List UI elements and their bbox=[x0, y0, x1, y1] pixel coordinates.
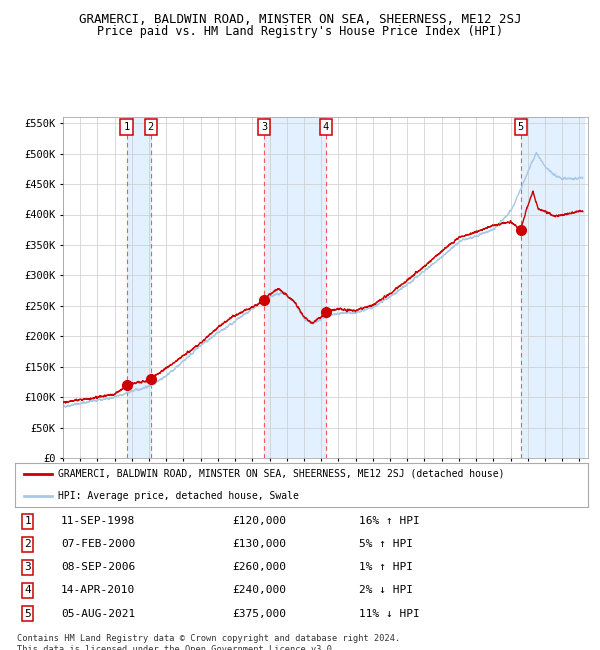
Text: £375,000: £375,000 bbox=[233, 608, 287, 619]
Text: £260,000: £260,000 bbox=[233, 562, 287, 573]
Text: £130,000: £130,000 bbox=[233, 540, 287, 549]
Text: 1% ↑ HPI: 1% ↑ HPI bbox=[359, 562, 413, 573]
Text: GRAMERCI, BALDWIN ROAD, MINSTER ON SEA, SHEERNESS, ME12 2SJ: GRAMERCI, BALDWIN ROAD, MINSTER ON SEA, … bbox=[79, 13, 521, 26]
Text: 08-SEP-2006: 08-SEP-2006 bbox=[61, 562, 135, 573]
Text: 07-FEB-2000: 07-FEB-2000 bbox=[61, 540, 135, 549]
Text: 2: 2 bbox=[148, 122, 154, 133]
Text: 5: 5 bbox=[518, 122, 524, 133]
Bar bbox=[521, 117, 584, 458]
Text: 1: 1 bbox=[24, 516, 31, 526]
Text: 4: 4 bbox=[24, 586, 31, 595]
Text: £120,000: £120,000 bbox=[233, 516, 287, 526]
Text: 11% ↓ HPI: 11% ↓ HPI bbox=[359, 608, 419, 619]
Text: 14-APR-2010: 14-APR-2010 bbox=[61, 586, 135, 595]
Text: 5% ↑ HPI: 5% ↑ HPI bbox=[359, 540, 413, 549]
Text: Price paid vs. HM Land Registry's House Price Index (HPI): Price paid vs. HM Land Registry's House … bbox=[97, 25, 503, 38]
Bar bbox=[264, 117, 326, 458]
Text: 4: 4 bbox=[323, 122, 329, 133]
Text: 1: 1 bbox=[124, 122, 130, 133]
Text: 3: 3 bbox=[261, 122, 268, 133]
Text: 2% ↓ HPI: 2% ↓ HPI bbox=[359, 586, 413, 595]
Text: GRAMERCI, BALDWIN ROAD, MINSTER ON SEA, SHEERNESS, ME12 2SJ (detached house): GRAMERCI, BALDWIN ROAD, MINSTER ON SEA, … bbox=[58, 469, 505, 479]
Text: 2: 2 bbox=[24, 540, 31, 549]
Bar bbox=[127, 117, 151, 458]
Text: Contains HM Land Registry data © Crown copyright and database right 2024.
This d: Contains HM Land Registry data © Crown c… bbox=[17, 634, 400, 650]
Text: 11-SEP-1998: 11-SEP-1998 bbox=[61, 516, 135, 526]
Text: £240,000: £240,000 bbox=[233, 586, 287, 595]
Text: 16% ↑ HPI: 16% ↑ HPI bbox=[359, 516, 419, 526]
Text: 5: 5 bbox=[24, 608, 31, 619]
Text: 3: 3 bbox=[24, 562, 31, 573]
Text: HPI: Average price, detached house, Swale: HPI: Average price, detached house, Swal… bbox=[58, 491, 299, 501]
Text: 05-AUG-2021: 05-AUG-2021 bbox=[61, 608, 135, 619]
